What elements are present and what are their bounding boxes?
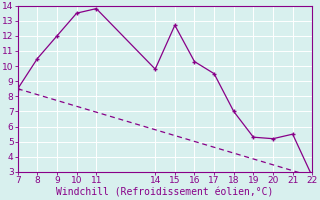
X-axis label: Windchill (Refroidissement éolien,°C): Windchill (Refroidissement éolien,°C) [56,188,274,198]
